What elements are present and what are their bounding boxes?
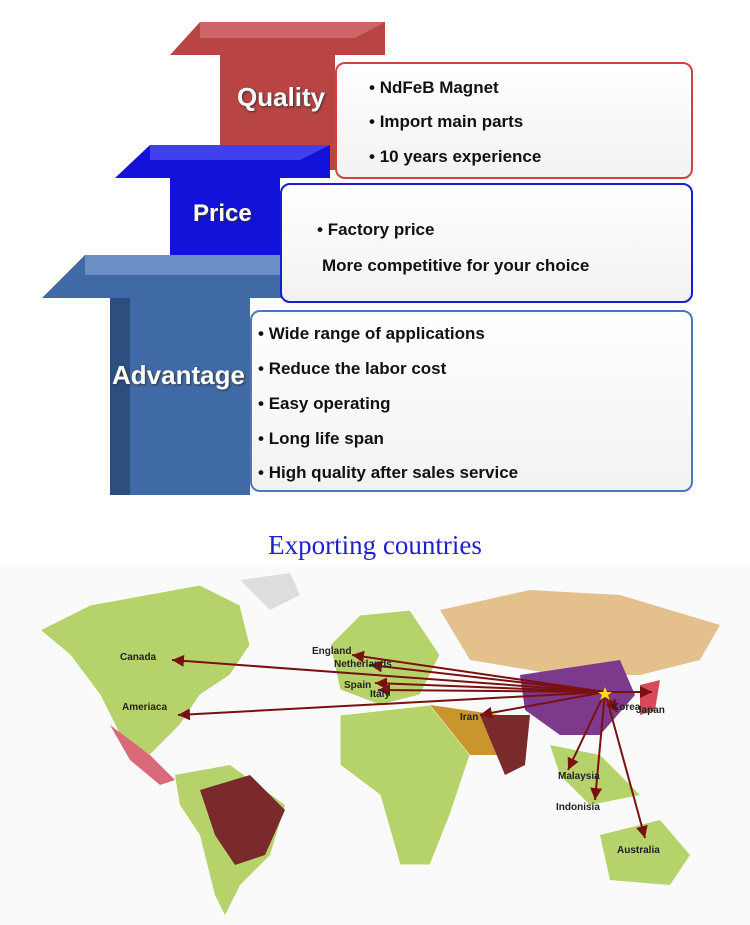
europe — [329, 609, 441, 706]
country-label-italy: Italy — [370, 689, 391, 700]
africa — [339, 704, 471, 866]
price-box: • Factory price More competitive for you… — [280, 183, 693, 303]
country-label-malaysia: Malaysia — [558, 771, 600, 782]
advantage-item: • High quality after sales service — [258, 463, 519, 482]
country-label-canada: Canada — [120, 652, 157, 663]
country-label-indonisia: Indonisia — [556, 802, 600, 813]
route-arrow-canada — [171, 654, 606, 693]
quality-item: • NdFeB Magnet — [369, 78, 499, 97]
country-label-korea: Korea — [612, 702, 641, 713]
route-arrow-ameriaca — [177, 691, 606, 721]
mexico — [110, 725, 175, 785]
country-label-australia: Australia — [617, 845, 660, 856]
country-label-spain: Spain — [344, 680, 372, 691]
country-label-iran: Iran — [460, 712, 479, 723]
route-arrow-spain — [374, 677, 606, 693]
australia — [600, 820, 690, 885]
north-america — [39, 584, 251, 756]
country-label-netherlands: Netherlands — [334, 659, 392, 670]
advantage-item: • Wide range of applications — [258, 324, 485, 343]
quality-label: Quality — [237, 82, 326, 112]
advantage-item: • Long life span — [258, 429, 384, 448]
country-label-england: England — [312, 646, 352, 657]
advantage-arrow — [42, 255, 315, 495]
route-arrow-italy — [377, 684, 606, 697]
advantage-box: • Wide range of applications • Reduce th… — [250, 310, 693, 492]
world-map — [0, 565, 750, 925]
country-label-japan: Japan — [636, 705, 665, 716]
russia — [440, 590, 720, 675]
route-arrow-iran — [479, 691, 606, 719]
country-label-ameriaca: Ameriaca — [122, 702, 168, 713]
advantage-item: • Reduce the labor cost — [258, 359, 447, 378]
quality-item: • 10 years experience — [369, 147, 542, 166]
advantage-label: Advantage — [112, 360, 245, 390]
route-arrow-netherlands — [369, 660, 606, 693]
price-item: More competitive for your choice — [322, 256, 590, 275]
greenland — [240, 573, 300, 610]
route-arrow-indonisia — [590, 691, 606, 801]
india — [480, 715, 530, 775]
price-item: • Factory price — [317, 220, 435, 239]
route-arrow-australia — [604, 691, 648, 839]
arrows-graphic — [42, 22, 385, 495]
advantage-item: • Easy operating — [258, 394, 391, 413]
price-label: Price — [193, 200, 252, 227]
quality-arrow — [170, 22, 385, 170]
map-title: Exporting countries — [268, 530, 482, 560]
route-arrow-england — [351, 650, 606, 693]
quality-item: • Import main parts — [369, 112, 524, 131]
quality-box: • NdFeB Magnet • Import main parts • 10 … — [335, 62, 693, 179]
route-arrow-malaysia — [567, 691, 606, 771]
china-star — [598, 687, 612, 700]
brazil — [200, 775, 285, 865]
